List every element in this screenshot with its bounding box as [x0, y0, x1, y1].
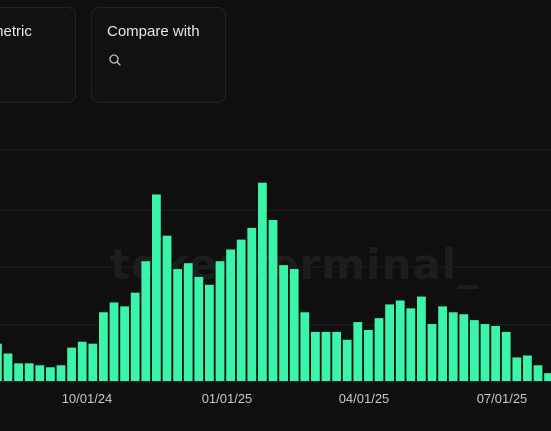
chart-bar[interactable]	[247, 227, 257, 381]
x-tick-label: 01/01/25	[202, 391, 253, 406]
chart-bar[interactable]	[533, 365, 543, 381]
chart-bar[interactable]	[152, 194, 161, 381]
chart-bar[interactable]	[523, 355, 532, 381]
metric-selector[interactable]: metric	[0, 7, 76, 103]
chart-bar[interactable]	[173, 269, 182, 381]
chart-bar[interactable]	[0, 343, 2, 381]
chart-bar[interactable]	[470, 320, 479, 381]
chart-bar[interactable]	[279, 265, 288, 381]
chart-bar[interactable]	[395, 300, 405, 381]
chart-bar[interactable]	[130, 292, 140, 381]
chart-bar[interactable]	[162, 235, 172, 381]
chart-bar[interactable]	[311, 331, 320, 381]
chart-bar[interactable]	[14, 363, 23, 381]
compare-with-selector[interactable]: Compare with	[91, 7, 226, 103]
chart-bar[interactable]	[480, 324, 490, 381]
chart-bar[interactable]	[183, 263, 193, 381]
chart-bar[interactable]	[56, 365, 66, 381]
chart-bar[interactable]	[77, 341, 87, 381]
chart-bar[interactable]	[120, 306, 129, 381]
chart-bar[interactable]	[353, 322, 363, 381]
chart-bar[interactable]	[438, 306, 447, 381]
chart-bar[interactable]	[99, 312, 108, 381]
chart-bar[interactable]	[35, 365, 45, 381]
chart-bar[interactable]	[46, 367, 55, 381]
search-icon[interactable]	[108, 53, 122, 67]
chart-bar[interactable]	[512, 357, 522, 381]
chart-bar[interactable]	[417, 296, 426, 381]
chart-bar[interactable]	[300, 312, 310, 381]
chart-bar[interactable]	[24, 363, 34, 381]
chart-bar[interactable]	[385, 304, 394, 381]
chart-bar[interactable]	[448, 312, 458, 381]
chart-bar[interactable]	[374, 318, 384, 381]
chart-bar[interactable]	[88, 343, 98, 381]
chart-bar[interactable]	[215, 261, 225, 381]
chart-bar[interactable]	[332, 331, 341, 381]
chart-bar[interactable]	[109, 302, 119, 381]
chart-bar[interactable]	[141, 261, 151, 381]
chart-bar[interactable]	[289, 269, 299, 381]
chart-bar[interactable]	[427, 324, 437, 381]
x-tick-label: 07/01/25	[477, 391, 528, 406]
chart-bar[interactable]	[406, 308, 416, 381]
chart-bar[interactable]	[268, 219, 278, 381]
chart-bar[interactable]	[544, 373, 551, 381]
chart-bar[interactable]	[67, 347, 76, 381]
chart-bar[interactable]	[226, 249, 235, 381]
chart-bar[interactable]	[491, 326, 500, 381]
metric-label: metric	[0, 23, 32, 40]
x-tick-label: 10/01/24	[62, 391, 113, 406]
chart-bar[interactable]	[321, 331, 331, 381]
chart-bar[interactable]	[205, 284, 214, 381]
chart-bar[interactable]	[258, 182, 267, 381]
chart-bar[interactable]	[236, 239, 246, 381]
chart-bar[interactable]	[194, 276, 204, 381]
x-tick-label: 04/01/25	[339, 391, 390, 406]
chart-bar[interactable]	[3, 353, 13, 381]
chart-bar[interactable]	[459, 314, 469, 381]
compare-with-label: Compare with	[107, 23, 200, 40]
chart-bar[interactable]	[342, 339, 352, 381]
chart-bar[interactable]	[501, 331, 511, 381]
chart-bar[interactable]	[364, 329, 373, 381]
